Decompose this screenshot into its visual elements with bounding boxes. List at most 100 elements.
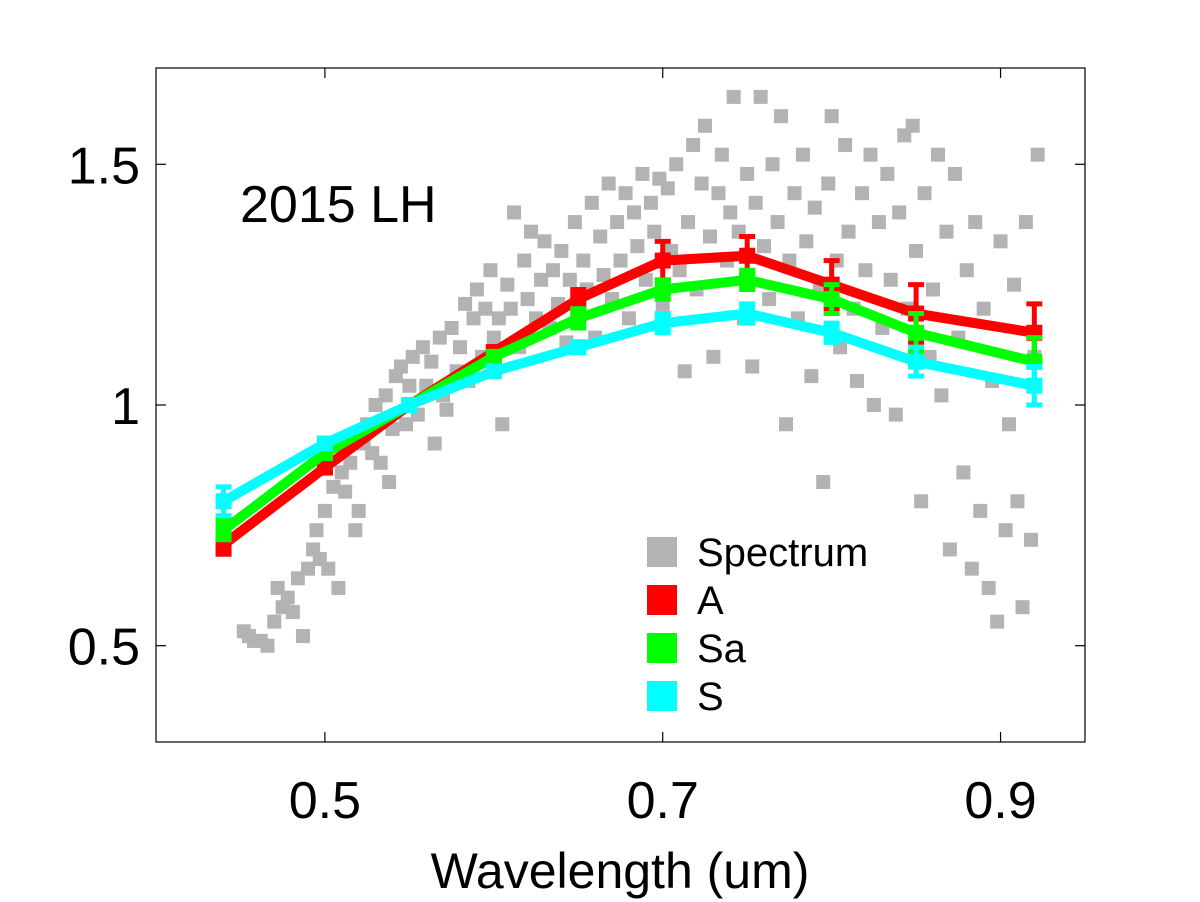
spectrum-point [439,402,454,417]
spectrum-point [905,118,920,133]
spectrum-point [888,407,903,422]
spectrum-point [956,465,971,480]
data-point-S [654,315,671,332]
data-point-Sa [823,291,840,308]
spectrum-point [486,330,501,345]
spectrum-point [576,253,591,268]
spectrum-point [398,417,413,432]
spectrum-point [643,195,658,210]
spectrum-point [348,523,363,538]
spectrum-point [507,205,522,220]
data-point-Sa [485,348,502,365]
spectrum-point [1023,532,1038,547]
spectrum-point [804,369,819,384]
spectrum-point [925,282,940,297]
spectrum-point [762,292,777,307]
data-point-S [570,339,587,356]
spectrum-point [478,301,493,316]
spectrum-point [795,147,810,162]
spectrum-point [596,268,611,283]
spectrum-point [863,147,878,162]
data-point-Sa [215,522,232,539]
spectrum-point [378,388,393,403]
spectrum-point [267,614,282,629]
spectrum-point [483,263,498,278]
legend-label-a: A [697,579,724,623]
spectrum-point [618,186,633,201]
legend-swatch-sa [647,633,677,663]
spectrum-point [309,523,324,538]
spectrum-point [726,89,741,104]
spectrum-point [621,311,636,326]
spectrum-point [321,561,336,576]
spectrum-point [816,475,831,490]
spectrum-point [393,359,408,374]
data-point-S [485,363,502,380]
spectrum-point [711,186,726,201]
spectrum-point [520,292,535,307]
spectrum-point [799,234,814,249]
spectrum-point [630,239,645,254]
spectrum-point [681,215,696,230]
spectrum-point [562,272,577,287]
spectrum-point [285,605,300,620]
spectrum-point [973,503,988,518]
spectrum-point [703,229,718,244]
spectrum-point [593,229,608,244]
spectrum-point [351,503,366,518]
legend-label-s: S [697,675,724,719]
spectrum-point [855,186,870,201]
spectrum-point [331,580,346,595]
spectrum-point [635,166,650,181]
data-point-S [739,305,756,322]
data-point-A [654,252,671,269]
spectrum-point [976,301,991,316]
spectrum-point [770,215,785,230]
spectrum-point [343,455,358,470]
spectrum-point [1007,277,1022,292]
spectrum-point [534,272,549,287]
spectrum-point [627,205,642,220]
data-point-S [215,493,232,510]
spectrum-point [931,147,946,162]
spectrum-point [706,349,721,364]
spectrum-point [260,638,275,653]
spectrum-point [858,263,873,278]
spectrum-point [773,109,788,124]
spectrum-point [317,503,332,518]
data-point-Sa [739,271,756,288]
spectrum-point [990,614,1005,629]
spectrum-point [338,484,353,499]
spectrum-point [500,277,515,292]
spectrum-point [415,340,430,355]
x-tick-label: 0.5 [289,772,361,830]
spectrum-point [295,629,310,644]
spectrum-point [1010,494,1025,509]
legend-label-sa: Sa [697,627,747,671]
spectrum-point [959,263,974,278]
legend-label-spectrum: Spectrum [697,531,868,575]
spectrum-point [517,253,532,268]
spectrum-point [909,243,924,258]
spectrum-point [469,282,484,297]
spectrum-point [740,166,755,181]
spectrum-point [964,561,979,576]
spectrum-point [757,239,772,254]
spectrum-point [714,147,729,162]
spectrum-point [841,224,856,239]
spectrum-point [1018,215,1033,230]
spectrum-point [647,224,662,239]
spectrum-point [807,200,822,215]
y-tick-label: 0.5 [68,619,140,677]
spectrum-point [466,311,481,326]
spectrum-point [694,176,709,191]
spectrum-point [765,157,780,172]
spectrum-point [838,138,853,153]
spectrum-point [942,542,957,557]
spectrum-point [382,475,397,490]
spectrum-point [939,224,954,239]
x-tick-label: 0.9 [964,772,1036,830]
spectrum-point [491,311,506,326]
